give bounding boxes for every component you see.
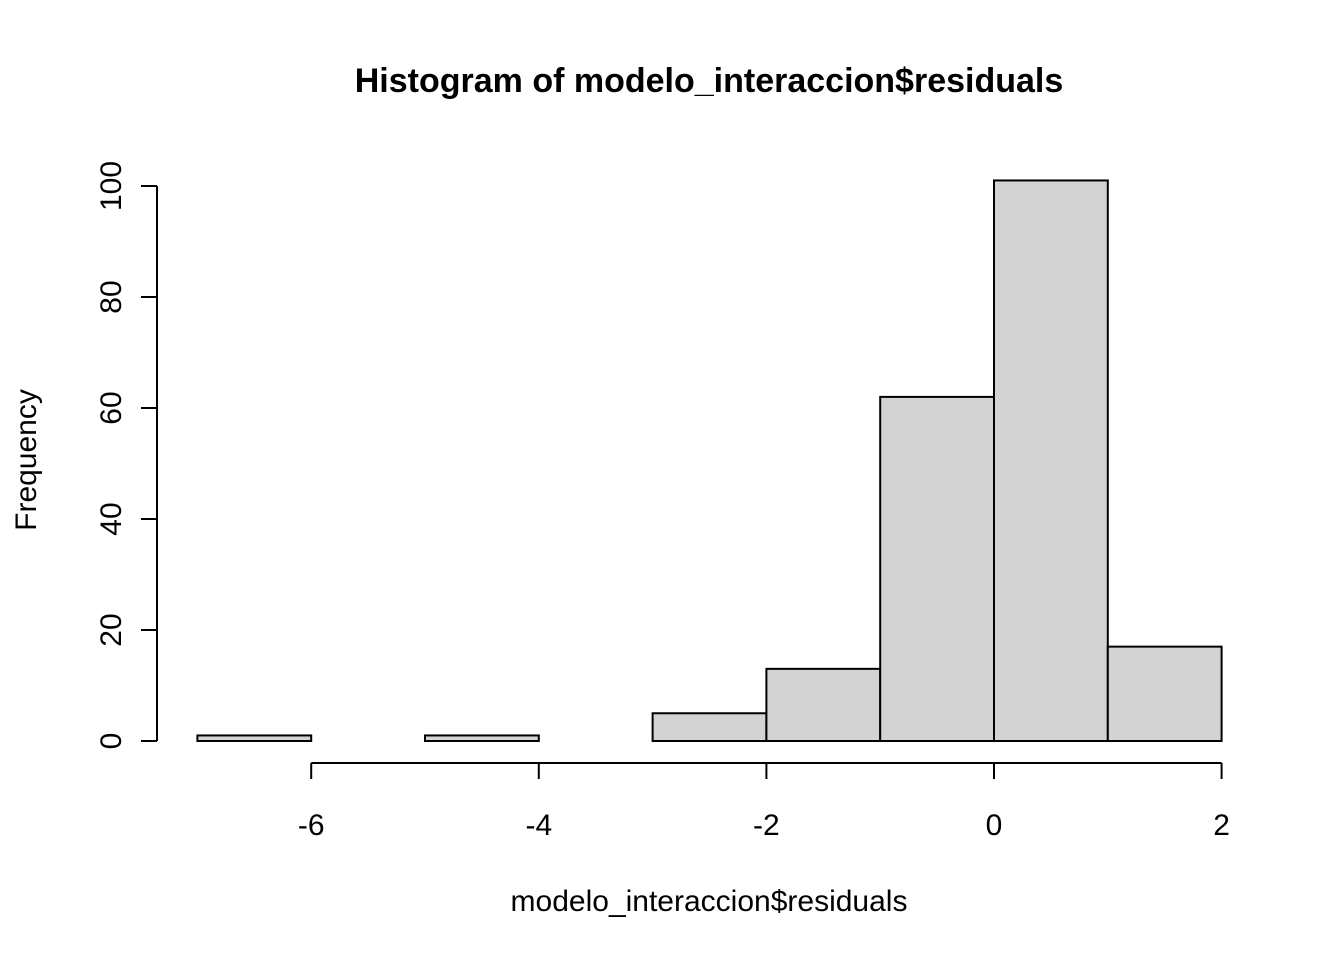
histogram-bar (424, 734, 540, 743)
y-tick-label: 40 (95, 502, 128, 535)
histogram-bar (879, 395, 996, 742)
y-tick-label: 20 (95, 613, 128, 646)
histogram-bar (651, 712, 768, 742)
x-tick-label: -6 (298, 809, 325, 842)
x-tick-label: -2 (753, 809, 780, 842)
y-tick-label: 60 (95, 391, 128, 424)
histogram-bar (1106, 645, 1223, 743)
histogram-bar (993, 179, 1109, 742)
histogram-bar (765, 667, 882, 742)
y-axis: 0 20 40 60 80 100 (95, 161, 158, 750)
x-tick-label: -4 (525, 809, 552, 842)
bars-group (196, 179, 1223, 743)
histogram-bar (196, 734, 313, 743)
x-tick-label: 0 (986, 809, 1003, 842)
x-axis-label: modelo_interaccion$residuals (511, 885, 908, 918)
y-tick-label: 0 (95, 733, 128, 750)
y-axis-label: Frequency (10, 389, 43, 531)
x-tick-label: 2 (1213, 809, 1230, 842)
y-tick-label: 100 (95, 161, 128, 211)
x-axis: -6 -4 -2 0 2 (298, 762, 1230, 842)
y-tick-label: 80 (95, 280, 128, 313)
chart-title: Histogram of modelo_interaccion$residual… (355, 62, 1064, 100)
